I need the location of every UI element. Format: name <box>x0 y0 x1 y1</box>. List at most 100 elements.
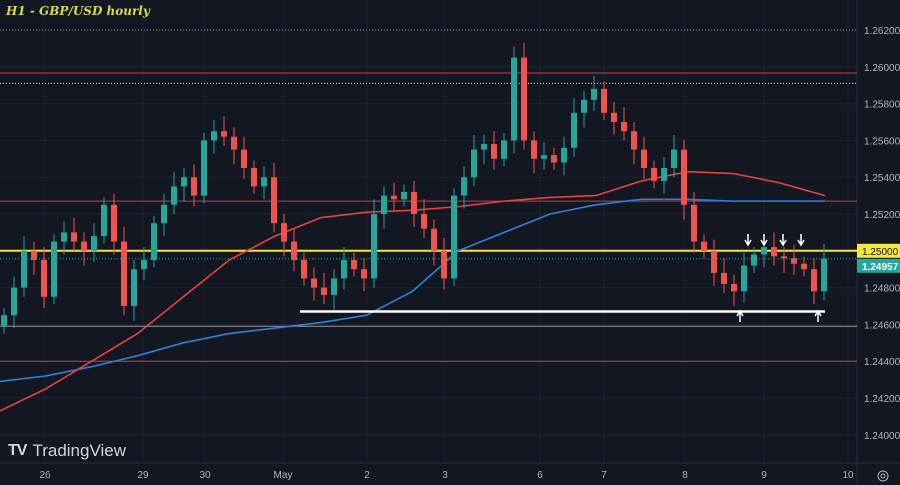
candle <box>741 252 747 303</box>
candle <box>441 237 447 290</box>
candle-body <box>131 269 137 306</box>
candle-body <box>141 260 147 270</box>
candle <box>651 160 657 189</box>
candle <box>401 184 407 207</box>
logo-mark: TV <box>8 442 27 459</box>
candle-body <box>521 57 527 141</box>
candle-body <box>701 241 707 251</box>
candle <box>161 193 167 237</box>
candle <box>621 107 627 141</box>
candle-body <box>471 149 477 178</box>
candle <box>321 272 327 305</box>
candle <box>461 166 467 209</box>
candle <box>541 142 547 170</box>
candle <box>151 215 157 268</box>
candle-body <box>121 241 127 306</box>
x-tick-label: 6 <box>537 470 543 481</box>
candle-body <box>291 241 297 260</box>
candle <box>221 116 227 146</box>
candle <box>451 188 457 286</box>
candle <box>751 247 757 273</box>
candle <box>141 247 147 281</box>
candle-body <box>671 149 677 168</box>
candle <box>681 140 687 220</box>
tradingview-logo: TV TradingView <box>8 441 126 461</box>
candle-body <box>551 155 557 163</box>
x-tick-label: May <box>274 470 293 481</box>
candle-body <box>791 258 797 264</box>
candle <box>521 42 527 150</box>
candle <box>101 197 107 244</box>
candle <box>91 223 97 262</box>
settings-icon[interactable] <box>877 470 889 482</box>
candle-body <box>171 186 177 205</box>
candle-body <box>621 122 627 132</box>
x-tick-label: 2 <box>364 470 370 481</box>
candle-body <box>721 272 727 284</box>
level-price-tag <box>857 243 900 258</box>
candle <box>301 252 307 286</box>
candle-body <box>451 195 457 279</box>
candle <box>261 166 267 200</box>
candle <box>171 171 177 214</box>
candle-body <box>161 204 167 224</box>
y-tick-label: 1.25600 <box>864 136 900 147</box>
candle-body <box>421 214 427 229</box>
candle <box>351 252 357 277</box>
candle-body <box>271 177 277 224</box>
candle <box>411 180 417 227</box>
candle <box>481 134 487 165</box>
candle-body <box>301 260 307 279</box>
candle-body <box>661 168 667 181</box>
candle-body <box>611 112 617 122</box>
candle <box>721 258 727 294</box>
candle-body <box>581 99 587 113</box>
candle <box>731 274 737 306</box>
candle-body <box>51 241 57 297</box>
candle-body <box>361 269 367 279</box>
candle <box>361 258 367 292</box>
candle <box>581 90 587 128</box>
last-price-tag <box>857 258 900 273</box>
candle <box>41 247 47 308</box>
candle-body <box>511 57 517 141</box>
candle <box>231 127 237 165</box>
candle <box>331 269 337 310</box>
candle-body <box>1 315 7 327</box>
candle-body <box>501 140 507 159</box>
candle <box>511 46 517 154</box>
candle-body <box>681 149 687 205</box>
candle <box>711 239 717 286</box>
candle-body <box>91 236 97 251</box>
candle-body <box>81 241 87 251</box>
candle <box>51 234 57 305</box>
candle <box>551 147 557 170</box>
candle-body <box>371 214 377 279</box>
candle-body <box>151 223 157 260</box>
y-tick-label: 1.24800 <box>864 284 900 295</box>
candle <box>591 76 597 111</box>
candle-body <box>21 250 27 288</box>
candle-body <box>321 287 327 295</box>
candle <box>641 136 647 180</box>
candle <box>381 186 387 229</box>
candle <box>571 98 577 157</box>
x-tick-label: 3 <box>442 470 448 481</box>
candle-body <box>651 168 657 181</box>
down-arrow-icon <box>779 234 787 247</box>
candle-body <box>741 265 747 292</box>
y-tick-label: 1.24000 <box>864 431 900 442</box>
candle-body <box>691 204 697 242</box>
candle <box>661 156 667 194</box>
y-tick-label: 1.25400 <box>864 173 900 184</box>
candle <box>391 182 397 211</box>
candle-body <box>461 177 467 196</box>
candle <box>601 81 607 121</box>
candle-body <box>41 260 47 297</box>
candle <box>821 243 827 301</box>
candle-body <box>771 247 777 257</box>
candle <box>71 217 77 251</box>
candle-body <box>101 204 107 237</box>
candle-body <box>631 131 637 150</box>
